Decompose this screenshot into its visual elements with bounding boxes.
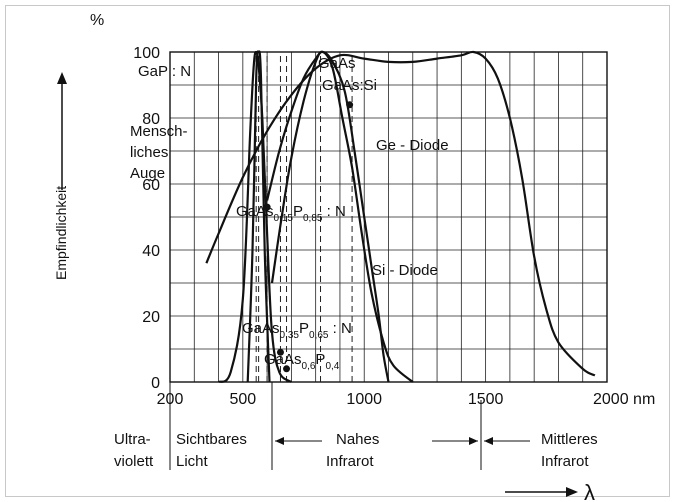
label-auge-1: Mensch- [130, 123, 188, 140]
y-tick-label: 60 [142, 177, 160, 194]
y-unit-label: % [90, 12, 104, 29]
marker-point [276, 348, 284, 356]
region-nir-2: Infrarot [326, 453, 374, 470]
series-si-diode [266, 50, 390, 383]
y-tick-label: 20 [142, 309, 160, 326]
series-ge-diode [205, 50, 596, 377]
y-axis-arrow [57, 72, 67, 190]
region-vis-2: Licht [176, 453, 209, 470]
x-tick-label: 500 [229, 391, 256, 408]
region-mir-2: Infrarot [541, 453, 589, 470]
x-tick-label: 1000 [346, 391, 382, 408]
label-auge-2: liches [130, 144, 168, 161]
x-tick-label: 1500 [468, 391, 504, 408]
label-gaasp-06: GaAs0,6P0,4 [264, 351, 340, 372]
y-tick-label: 100 [133, 45, 160, 62]
region-nir-1: Nahes [336, 431, 379, 448]
grid-lines [169, 51, 608, 383]
chart-frame [5, 5, 670, 497]
label-gaasp-015: GaAs0,15P0,85 : N [236, 203, 346, 224]
label-gaasp-035: GaAs0,35P0,65 : N [242, 320, 352, 341]
label-si-diode: Si - Diode [372, 262, 438, 279]
y-tick-label: 80 [142, 111, 160, 128]
y-axis-title: Empfindlichkeit [53, 186, 69, 280]
label-gaas-si: GaAs:Si [322, 77, 377, 94]
marker-point [346, 101, 354, 109]
x-axis-lambda: λ [584, 480, 595, 502]
y-tick-label: 0 [151, 375, 160, 392]
label-ge-diode: Ge - Diode [376, 137, 449, 154]
region-vis-1: Sichtbares [176, 431, 247, 448]
lambda-arrow [505, 487, 578, 497]
label-gap: GaP : N [138, 63, 191, 80]
region-uv-1: Ultra- [114, 431, 151, 448]
y-tick-label: 40 [142, 243, 160, 260]
curves [205, 50, 596, 384]
marker-point [283, 365, 291, 373]
series-gap-n [246, 50, 271, 383]
label-gaas: GaAs [318, 55, 356, 72]
region-dividers [169, 382, 530, 470]
x-tick-label: 2000 nm [593, 391, 655, 408]
region-mir-1: Mittleres [541, 431, 598, 448]
label-auge-3: Auge [130, 165, 165, 182]
marker-point [263, 203, 271, 211]
region-uv-2: violett [114, 453, 154, 470]
